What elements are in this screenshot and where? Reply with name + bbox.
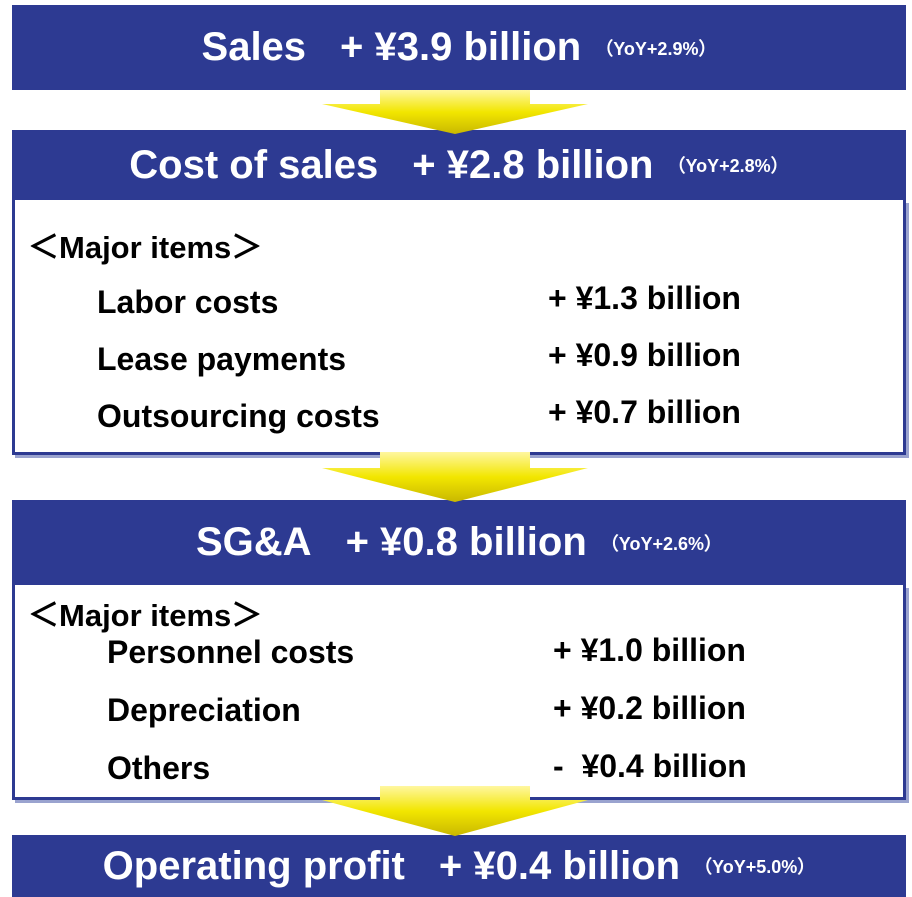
amount: + ¥0.4 billion xyxy=(438,843,681,888)
amount: + ¥0.8 billion xyxy=(345,520,587,564)
arrow xyxy=(322,786,588,836)
item-name: Lease payments xyxy=(97,341,347,377)
item-name: Depreciation xyxy=(107,692,301,728)
cost-bar: Cost of sales + ¥2.8 billion （YoY+2.8%） xyxy=(12,130,906,200)
item-name: Others xyxy=(107,750,211,786)
item-name: Personnel costs xyxy=(107,634,355,670)
arrow xyxy=(322,452,588,502)
item-name: Outsourcing costs xyxy=(97,398,380,434)
profit-bar: Operating profit + ¥0.4 billion （YoY+5.0%） xyxy=(12,835,906,897)
heading: ＜Major items＞ xyxy=(28,598,263,633)
label: Operating profit xyxy=(102,843,405,888)
sga-bar: SG&A + ¥0.8 billion （YoY+2.6%） xyxy=(12,500,906,585)
item-name: Labor costs xyxy=(97,284,279,320)
amount: + ¥2.8 billion xyxy=(412,142,654,187)
arrow xyxy=(322,90,588,134)
yoy: （YoY+2.6%） xyxy=(600,533,722,554)
amount: + ¥3.9 billion xyxy=(340,25,582,69)
sga-box xyxy=(12,585,906,800)
cost-box xyxy=(12,200,906,455)
item-amount: + ¥0.7 billion xyxy=(548,394,741,430)
sales-bar: Sales + ¥3.9 billion （YoY+2.9%） xyxy=(12,5,906,90)
yoy: （YoY+5.0%） xyxy=(694,857,816,877)
yoy: （YoY+2.8%） xyxy=(667,156,789,176)
label: Cost of sales xyxy=(129,142,379,187)
item-amount: + ¥0.2 billion xyxy=(553,690,746,726)
yoy: （YoY+2.9%） xyxy=(595,38,717,59)
item-amount: + ¥0.9 billion xyxy=(548,337,741,373)
item-amount: + ¥1.0 billion xyxy=(553,632,746,668)
label: SG&A xyxy=(196,520,312,564)
label: Sales xyxy=(201,25,307,69)
item-amount: - ¥0.4 billion xyxy=(553,748,747,784)
item-amount: + ¥1.3 billion xyxy=(548,280,741,316)
heading: ＜Major items＞ xyxy=(28,230,263,265)
